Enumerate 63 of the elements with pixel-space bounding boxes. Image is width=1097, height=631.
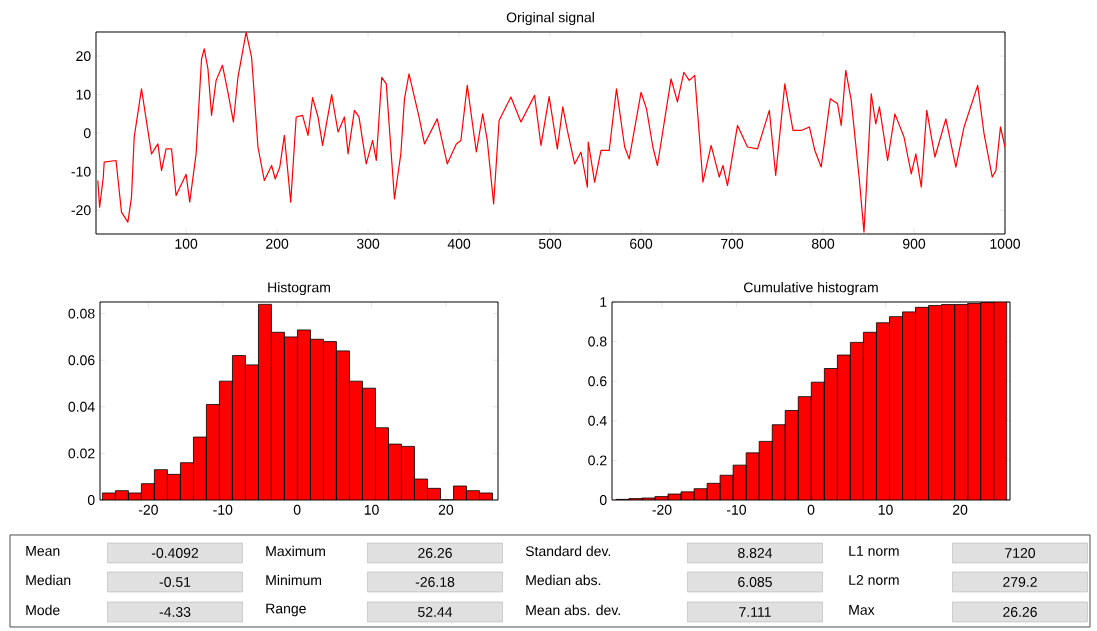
y-tick-label: 0.4 [588, 415, 607, 426]
x-tick-label: -10 [726, 504, 747, 515]
y-tick-label: 0.6 [588, 376, 607, 387]
y-tick-label: 1 [600, 297, 607, 307]
text: 52.44 [418, 607, 453, 617]
x-tick-label: 100 [175, 238, 198, 249]
x-tick-label: 0 [807, 504, 815, 515]
y-tick-label: 0.04 [68, 401, 95, 412]
x-tick-label: -20 [652, 504, 672, 515]
x-tick-label: 0 [293, 504, 301, 515]
text: Median abs. [526, 574, 601, 586]
text: 7.111 [739, 607, 771, 617]
x-tick-label: 600 [630, 238, 653, 249]
y-tick-label: 0.8 [588, 336, 607, 347]
y-tick-label: 0 [599, 495, 607, 505]
x-tick-label: -20 [138, 504, 158, 515]
y-tick-label: 0.08 [68, 308, 95, 319]
x-tick-label: 20 [952, 504, 968, 515]
chart-title: Histogram [268, 282, 330, 296]
x-tick-label: 800 [811, 238, 835, 249]
text: Median [26, 574, 71, 586]
text: Minimum [266, 574, 322, 586]
text: 26.26 [418, 548, 452, 558]
text: 279.2 [1003, 577, 1037, 587]
x-tick-label: 300 [356, 238, 380, 249]
text: Standard dev. [525, 545, 611, 557]
text: Mean [26, 546, 60, 556]
x-tick-label: 20 [438, 504, 454, 515]
y-tick-label: -20 [71, 205, 91, 216]
x-tick-label: 10 [878, 504, 893, 515]
y-tick-label: 0.02 [68, 448, 95, 459]
x-tick-label: -10 [213, 504, 233, 515]
x-tick-label: 10 [364, 504, 379, 515]
text: L1 norm [849, 546, 899, 556]
chart-title: Original signal [506, 12, 594, 26]
x-tick-label: 200 [266, 238, 289, 249]
text: Range [266, 603, 306, 617]
text: 6.085 [738, 577, 772, 587]
text: -0.51 [159, 577, 191, 587]
x-tick-label: 1000 [990, 238, 1021, 249]
y-tick-label: 0 [83, 128, 91, 139]
y-tick-label: 10 [76, 89, 91, 100]
text: -26.18 [415, 577, 455, 587]
x-tick-label: 900 [903, 238, 926, 249]
text: -4.33 [159, 607, 191, 617]
y-tick-label: -10 [71, 166, 91, 177]
chart-title: Cumulative histogram [744, 282, 878, 296]
y-tick-label: 0.06 [68, 355, 95, 366]
text: 7120 [1005, 548, 1036, 558]
x-tick-label: 400 [447, 238, 471, 249]
text: Mean abs. dev. [526, 604, 620, 616]
text: 8.824 [738, 548, 773, 558]
y-tick-label: 0.2 [588, 455, 607, 466]
text: 26.26 [1003, 607, 1037, 617]
text: Max [849, 605, 875, 615]
text: -0.4092 [151, 548, 199, 558]
text: Mode [26, 604, 60, 616]
x-tick-label: 700 [721, 238, 744, 249]
text: Maximum [266, 545, 325, 557]
y-tick-label: 20 [76, 51, 91, 62]
y-tick-label: 0 [87, 495, 95, 505]
text: L2 norm [849, 575, 899, 585]
x-tick-label: 500 [538, 238, 562, 249]
